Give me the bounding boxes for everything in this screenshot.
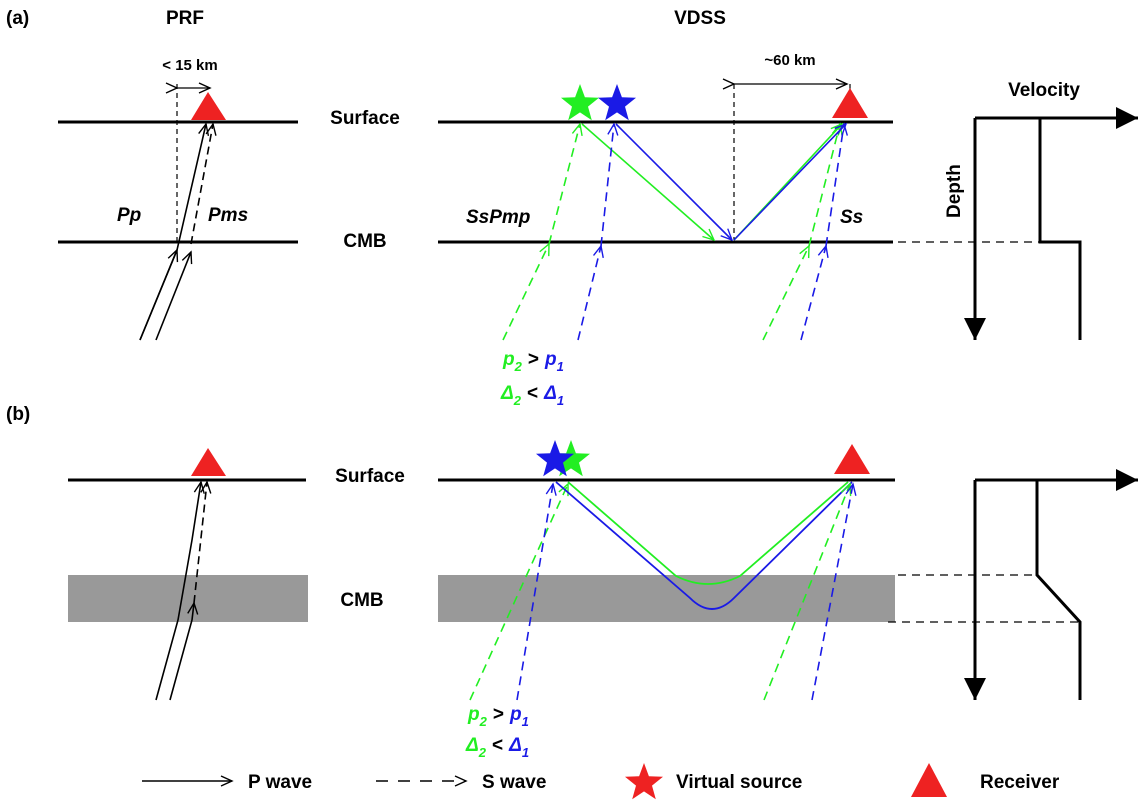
subscript-1: 1 [522,714,529,729]
green-s-ray-crust-left [548,122,583,245]
surface-label: Surface [330,108,400,129]
velocity-profile-b [888,469,1138,700]
triangle-icon [832,88,868,118]
star-icon [552,440,590,477]
blue-s-ray-up-right [800,244,829,341]
green-p-ray-down [581,123,716,242]
p-symbol: p [502,349,515,370]
gt-symbol: > [528,349,539,370]
star-icon [561,84,599,121]
phase-ss-label: Ss [840,207,863,228]
green-s-ray-right [763,482,852,701]
delta-symbol: Δ [543,383,557,404]
subscript-2: 2 [513,393,522,408]
phase-pms-label: Pms [208,205,248,226]
green-s-ray-up-right [762,244,810,341]
subscript-2: 2 [478,745,487,760]
velocity-label: Velocity [1008,80,1080,101]
s-wave-ray-pms [190,122,217,245]
triangle-icon [911,763,947,797]
depth-label: Depth [944,164,965,218]
blue-s-ray-down [615,123,734,242]
blue-s-ray-right [811,482,857,701]
blue-ray-path [555,481,853,610]
surface-label: Surface [335,466,405,487]
phase-pp-label: Pp [117,205,141,226]
phase-sspmp-label: SsPmp [466,207,530,228]
vdss-distance-label: ~60 km [764,52,815,69]
slowness-relation: p2 > p1 [467,704,529,729]
star-icon [598,84,636,121]
blue-s-ray-crust-right [825,122,849,247]
blue-s-ray-up-left [577,244,604,341]
delta-symbol: Δ [465,735,479,756]
panel-a: (a) PRF VDSS < 15 km Pp Pms Surface CMB … [6,8,1138,408]
p-wave-ray [169,601,199,701]
subscript-1: 1 [522,745,529,760]
p-wave-ray-pp [139,122,210,341]
prf-title: PRF [166,8,204,29]
cmb-transition-zone [68,575,308,622]
panel-a-label: (a) [6,8,29,29]
green-s-ray-up-left [502,242,550,341]
star-icon [625,763,663,800]
green-ray-path [567,481,849,585]
delta-symbol: Δ [508,735,522,756]
legend: P wave S wave Virtual source Receiver [142,763,1060,800]
p-wave-ray-pms-lower [155,250,193,341]
p-symbol: p [509,704,522,725]
p-wave-ray-pp-tick [139,248,179,341]
p-symbol: p [467,704,480,725]
panel-b: (b) Surface CMB p2 > p1 [6,404,1138,760]
virtual-source-legend-label: Virtual source [676,772,802,793]
slowness-relation: p2 > p1 [502,349,564,374]
star-icon [536,440,574,477]
s-wave-ray [193,480,212,604]
velocity-profile-a: Velocity Depth [898,80,1138,340]
lt-symbol: < [527,383,538,404]
cmb-transition-zone [438,575,895,622]
blue-s-ray-left [516,482,557,701]
prf-block-b [68,448,308,701]
green-s-ray-crust-right [808,122,843,247]
gt-symbol: > [493,704,504,725]
prf-distance-label: < 15 km [162,57,217,74]
subscript-1: 1 [557,393,564,408]
blue-s-ray-up [733,122,848,241]
distance-relation: Δ2 < Δ1 [465,735,529,760]
p-symbol: p [544,349,557,370]
lt-symbol: < [492,735,503,756]
cmb-label: CMB [340,590,383,611]
vdss-block-b: p2 > p1 Δ2 < Δ1 [438,440,895,760]
delta-symbol: Δ [500,383,514,404]
vdss-block-a: ~60 km SsPmp Ss p2 > p1 [438,52,893,408]
p-wave-ray [155,480,205,701]
distance-relation: Δ2 < Δ1 [500,383,564,408]
triangle-icon [191,448,226,476]
subscript-2: 2 [479,714,488,729]
panel-b-label: (b) [6,404,30,425]
s-wave-legend-label: S wave [482,772,546,793]
subscript-2: 2 [514,359,523,374]
p-wave-legend-label: P wave [248,772,312,793]
subscript-1: 1 [557,359,564,374]
triangle-icon [834,444,870,474]
velocity-curve [1035,480,1082,700]
green-s-ray-left [469,482,569,701]
receiver-legend-label: Receiver [980,772,1060,793]
cmb-label: CMB [343,231,386,252]
blue-s-ray-crust-left [600,122,619,247]
vdss-title: VDSS [674,8,726,29]
triangle-icon [191,92,226,120]
prf-block-a: < 15 km Pp Pms [58,57,298,341]
velocity-curve [1038,118,1082,340]
